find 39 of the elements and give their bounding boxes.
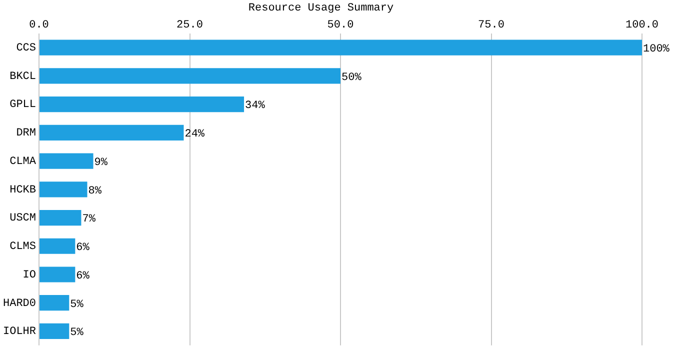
y-tick-label: USCM [10, 212, 36, 225]
bar [40, 96, 244, 112]
data-label: 6% [76, 242, 90, 254]
bar [40, 153, 94, 169]
data-label: 7% [82, 214, 96, 226]
bar [40, 323, 70, 340]
x-tick-label: 0.0 [29, 20, 49, 32]
x-tick-label: 100.0 [625, 20, 659, 32]
y-tick-label: IO [22, 269, 36, 282]
bar [40, 238, 76, 254]
bar [40, 124, 184, 140]
chart-title: Resource Usage Summary [248, 2, 394, 15]
y-tick-label: HARD0 [2, 298, 36, 310]
bar [40, 68, 341, 84]
data-label: 9% [94, 156, 108, 169]
data-label: 5% [70, 327, 84, 340]
y-tick-label: BKCL [10, 70, 36, 83]
bar [40, 295, 70, 311]
data-label: 50% [342, 72, 362, 84]
x-tick-label: 25.0 [176, 20, 203, 32]
bar [40, 266, 76, 282]
bar [40, 182, 88, 198]
bar [40, 40, 642, 56]
x-tick-label: 50.0 [327, 20, 354, 32]
y-tick-label: IOLHR [2, 326, 36, 338]
y-tick-label: CCS [16, 42, 36, 54]
y-tick-label: DRM [16, 128, 36, 140]
bar [40, 210, 82, 226]
data-label: 24% [184, 128, 205, 141]
data-label: 100% [643, 43, 670, 56]
y-tick-label: CLMA [10, 156, 36, 168]
y-tick-label: GPLL [10, 99, 36, 112]
data-label: 34% [245, 100, 266, 112]
y-tick-label: HCKB [10, 184, 36, 196]
data-label: 8% [88, 185, 102, 198]
x-tick-label: 75.0 [478, 20, 504, 32]
y-tick-label: CLMS [10, 241, 36, 254]
data-label: 5% [70, 298, 84, 311]
data-label: 6% [76, 270, 90, 282]
